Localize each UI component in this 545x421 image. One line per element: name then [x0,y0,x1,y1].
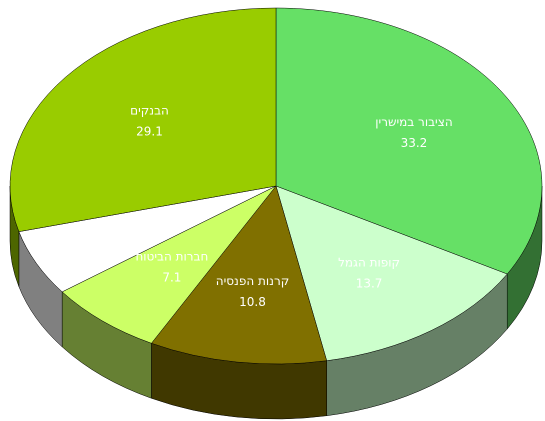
slice [9,7,277,232]
slice-label: הציבור במישרין [375,115,452,129]
slice [61,185,277,344]
slice-value: 7.1 [162,270,181,284]
slice [275,185,508,362]
slice-value: 6.0 [123,236,142,250]
slice-value: 10.8 [239,295,266,309]
slice-value: 13.7 [356,276,383,290]
slice-label: קרנות הפנסיה [216,274,290,288]
slice-value: 29.1 [136,124,163,138]
slice-label: חברות הביטוח [135,249,208,263]
slice-label: קרנות הנאמנות [92,215,172,229]
slice-label: קופות הגמל [338,255,400,269]
slice-value: 33.2 [401,136,428,150]
slice [275,7,543,275]
slice [151,185,328,365]
slice-label: הבנקים [130,103,169,117]
